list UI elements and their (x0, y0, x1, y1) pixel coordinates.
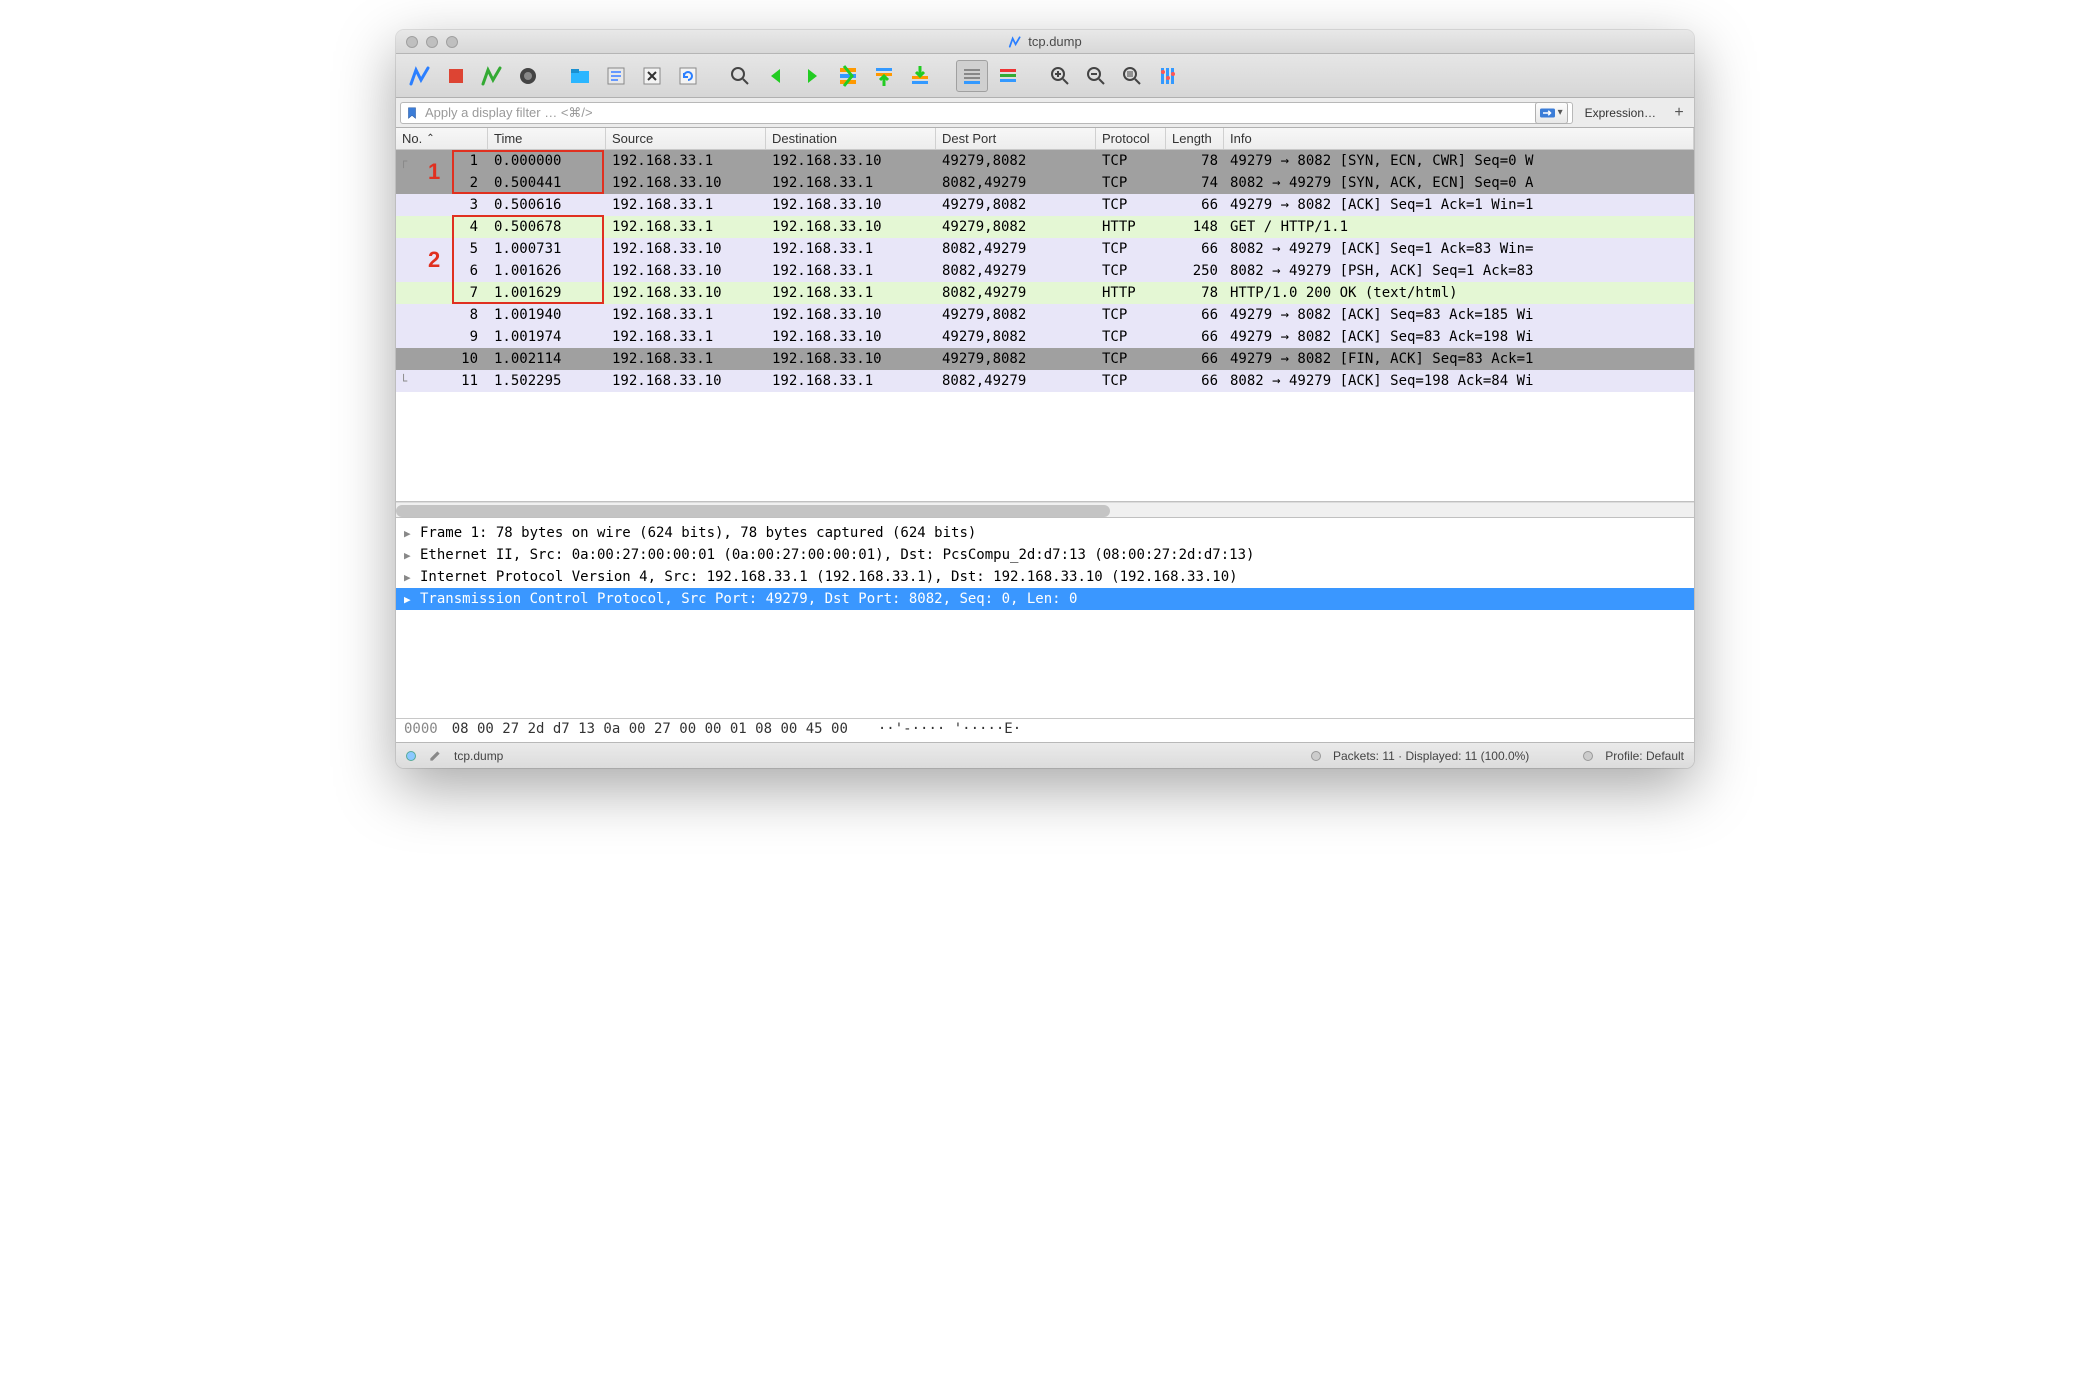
details-frame-row[interactable]: ▶Frame 1: 78 bytes on wire (624 bits), 7… (396, 522, 1694, 544)
resize-columns-button[interactable] (1152, 60, 1184, 92)
packet-row[interactable]: 91.001974192.168.33.1192.168.33.1049279,… (396, 326, 1694, 348)
status-profile-label[interactable]: Profile: Default (1605, 749, 1684, 763)
close-file-button[interactable] (636, 60, 668, 92)
packet-row[interactable]: 81.001940192.168.33.1192.168.33.1049279,… (396, 304, 1694, 326)
restart-capture-button[interactable] (476, 60, 508, 92)
column-header-info[interactable]: Info (1224, 128, 1694, 149)
details-ip-row[interactable]: ▶Internet Protocol Version 4, Src: 192.1… (396, 566, 1694, 588)
expand-triangle-icon[interactable]: ▶ (404, 527, 414, 540)
reload-file-button[interactable] (672, 60, 704, 92)
column-header-destination[interactable]: Destination (766, 128, 936, 149)
go-back-button[interactable] (760, 60, 792, 92)
filter-bar: ▾ Expression… + (396, 98, 1694, 128)
packet-list-body[interactable]: ┌ └ 10.000000192.168.33.1192.168.33.1049… (396, 150, 1694, 392)
packet-row[interactable]: 20.500441192.168.33.10192.168.33.18082,4… (396, 172, 1694, 194)
zoom-reset-button[interactable] (1116, 60, 1148, 92)
column-header-length[interactable]: Length (1166, 128, 1224, 149)
colorize-button[interactable] (992, 60, 1024, 92)
annotation-label: 2 (428, 249, 440, 271)
packet-row[interactable]: 30.500616192.168.33.1192.168.33.1049279,… (396, 194, 1694, 216)
packet-row[interactable]: 10.000000192.168.33.1192.168.33.1049279,… (396, 150, 1694, 172)
expand-triangle-icon[interactable]: ▶ (404, 571, 414, 584)
main-toolbar (396, 54, 1694, 98)
bookmark-icon[interactable] (405, 106, 419, 120)
packet-row[interactable]: 51.000731192.168.33.10192.168.33.18082,4… (396, 238, 1694, 260)
column-header-dest-port[interactable]: Dest Port (936, 128, 1096, 149)
status-bar: tcp.dump Packets: 11 · Displayed: 11 (10… (396, 742, 1694, 768)
apply-filter-button[interactable]: ▾ (1535, 102, 1568, 124)
status-dot-icon (1583, 751, 1593, 761)
status-dot-icon (1311, 751, 1321, 761)
packet-bytes-pane[interactable]: 0000 08 00 27 2d d7 13 0a 00 27 00 00 01 … (396, 718, 1694, 742)
packet-row[interactable]: 101.002114192.168.33.1192.168.33.1049279… (396, 348, 1694, 370)
go-first-button[interactable] (868, 60, 900, 92)
wireshark-logo-button[interactable] (404, 60, 436, 92)
column-header-no[interactable]: No.⌃ (396, 128, 488, 149)
add-filter-button[interactable]: + (1668, 104, 1690, 122)
window-title: tcp.dump (1028, 34, 1081, 49)
hex-ascii: ··'-···· '·····E· (878, 721, 1021, 737)
expert-info-indicator[interactable] (406, 751, 416, 761)
go-last-button[interactable] (904, 60, 936, 92)
save-file-button[interactable] (600, 60, 632, 92)
wireshark-fin-icon (1008, 35, 1022, 49)
status-file-label: tcp.dump (454, 749, 503, 763)
column-header-source[interactable]: Source (606, 128, 766, 149)
sort-indicator-icon: ⌃ (426, 133, 434, 144)
annotation-label: 1 (428, 161, 440, 183)
go-to-packet-button[interactable] (832, 60, 864, 92)
column-header-time[interactable]: Time (488, 128, 606, 149)
edit-icon[interactable] (428, 749, 442, 763)
details-ethernet-row[interactable]: ▶Ethernet II, Src: 0a:00:27:00:00:01 (0a… (396, 544, 1694, 566)
expand-triangle-icon[interactable]: ▶ (404, 549, 414, 562)
go-forward-button[interactable] (796, 60, 828, 92)
status-packets-label: Packets: 11 · Displayed: 11 (100.0%) (1333, 749, 1529, 763)
auto-scroll-button[interactable] (956, 60, 988, 92)
packet-row[interactable]: 111.502295192.168.33.10192.168.33.18082,… (396, 370, 1694, 392)
expand-triangle-icon[interactable]: ▶ (404, 593, 414, 606)
titlebar: tcp.dump (396, 30, 1694, 54)
open-file-button[interactable] (564, 60, 596, 92)
packet-row[interactable]: 61.001626192.168.33.10192.168.33.18082,4… (396, 260, 1694, 282)
app-window: tcp.dump ▾ (396, 30, 1694, 768)
filter-input-container[interactable]: ▾ (400, 102, 1573, 124)
packet-row[interactable]: 40.500678192.168.33.1192.168.33.1049279,… (396, 216, 1694, 238)
capture-options-button[interactable] (512, 60, 544, 92)
packet-list-blank (396, 392, 1694, 502)
column-header-protocol[interactable]: Protocol (1096, 128, 1166, 149)
zoom-out-button[interactable] (1080, 60, 1112, 92)
packet-details-pane[interactable]: ▶Frame 1: 78 bytes on wire (624 bits), 7… (396, 518, 1694, 718)
scrollbar-thumb[interactable] (396, 505, 1110, 517)
display-filter-input[interactable] (425, 105, 1529, 120)
hex-offset: 0000 (404, 721, 438, 737)
zoom-in-button[interactable] (1044, 60, 1076, 92)
packet-row[interactable]: 71.001629192.168.33.10192.168.33.18082,4… (396, 282, 1694, 304)
expression-button[interactable]: Expression… (1577, 106, 1664, 120)
packet-list-header: No.⌃ Time Source Destination Dest Port P… (396, 128, 1694, 150)
find-packet-button[interactable] (724, 60, 756, 92)
hex-bytes: 08 00 27 2d d7 13 0a 00 27 00 00 01 08 0… (452, 721, 848, 737)
packet-list-pane: No.⌃ Time Source Destination Dest Port P… (396, 128, 1694, 518)
details-tcp-row-selected[interactable]: ▶Transmission Control Protocol, Src Port… (396, 588, 1694, 610)
packet-list-hscrollbar[interactable] (396, 502, 1694, 518)
stop-capture-button[interactable] (440, 60, 472, 92)
